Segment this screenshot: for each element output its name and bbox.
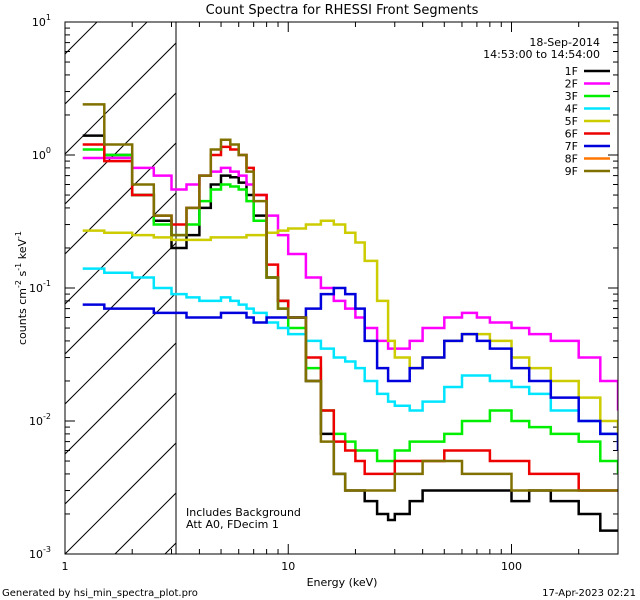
legend-label-6f: 6F — [565, 128, 578, 141]
series-line-9f — [82, 103, 618, 492]
date-label: 18-Sep-2014 — [529, 36, 600, 49]
hatch-line — [65, 42, 176, 155]
y-tick-exponent: -2 — [43, 412, 51, 421]
y-tick-label: 101 — [32, 13, 51, 29]
hatch-line — [65, 442, 176, 554]
series-layer — [82, 103, 618, 532]
time-range-label: 14:53:00 to 14:54:00 — [483, 48, 600, 61]
series-line-2f — [82, 156, 618, 411]
legend-label-2f: 2F — [565, 78, 578, 91]
y-tick-label: 10-2 — [29, 412, 51, 428]
y-label-text: counts cm — [16, 288, 29, 345]
hatch-line — [0, 0, 65, 554]
y-label-exponent: -2 — [14, 280, 23, 288]
y-label-exponent: -1 — [14, 263, 23, 271]
y-tick-exponent: 0 — [46, 146, 51, 155]
y-label-exponent: -1 — [14, 231, 23, 239]
y-label-text: keV — [16, 239, 29, 263]
series-line-5f — [82, 219, 618, 434]
hatch-line — [65, 342, 176, 455]
series-line-6f — [82, 143, 618, 492]
footer-generated-by: Generated by hsi_min_spectra_plot.pro — [2, 588, 198, 599]
series-line-7f — [82, 286, 618, 451]
x-tick-label: 1 — [62, 560, 69, 573]
series-line-4f — [82, 267, 618, 442]
hatch-line — [65, 292, 176, 405]
hatch-line — [65, 192, 176, 305]
legend-label-1f: 1F — [565, 65, 578, 78]
y-tick-exponent: 1 — [46, 13, 51, 22]
legend-label-8f: 8F — [565, 153, 578, 166]
y-tick-label: 100 — [32, 146, 51, 162]
y-tick-base: 10 — [29, 548, 43, 561]
hatched-region — [0, 0, 176, 554]
y-tick-base: 10 — [32, 16, 46, 29]
y-tick-label: 10-3 — [29, 545, 51, 561]
x-tick-label: 100 — [501, 560, 522, 573]
annotation-background: Includes Background — [186, 506, 301, 519]
y-label-text: s — [16, 270, 29, 279]
x-tick-label: 10 — [281, 560, 295, 573]
x-axis-label: Energy (keV) — [307, 576, 378, 589]
chart-title: Count Spectra for RHESSI Front Segments — [206, 3, 479, 18]
y-tick-exponent: -1 — [43, 279, 51, 288]
annotation-attenuator: Att A0, FDecim 1 — [186, 518, 279, 531]
legend-label-4f: 4F — [565, 103, 578, 116]
y-tick-base: 10 — [32, 149, 46, 162]
legend-label-9f: 9F — [565, 165, 578, 178]
hatch-line — [65, 392, 176, 505]
legend-label-5f: 5F — [565, 115, 578, 128]
footer-timestamp: 17-Apr-2023 02:21 — [542, 588, 636, 599]
plot-frame — [64, 21, 619, 555]
hatch-line — [65, 22, 148, 105]
y-tick-base: 10 — [29, 282, 43, 295]
y-tick-base: 10 — [29, 415, 43, 428]
legend-label-7f: 7F — [565, 140, 578, 153]
legend-label-3f: 3F — [565, 90, 578, 103]
y-tick-exponent: -3 — [43, 545, 51, 554]
hatch-line — [65, 242, 176, 355]
y-tick-label: 10-1 — [29, 279, 51, 295]
y-axis-label: counts cm-2 s-1 keV-1 — [14, 231, 29, 345]
